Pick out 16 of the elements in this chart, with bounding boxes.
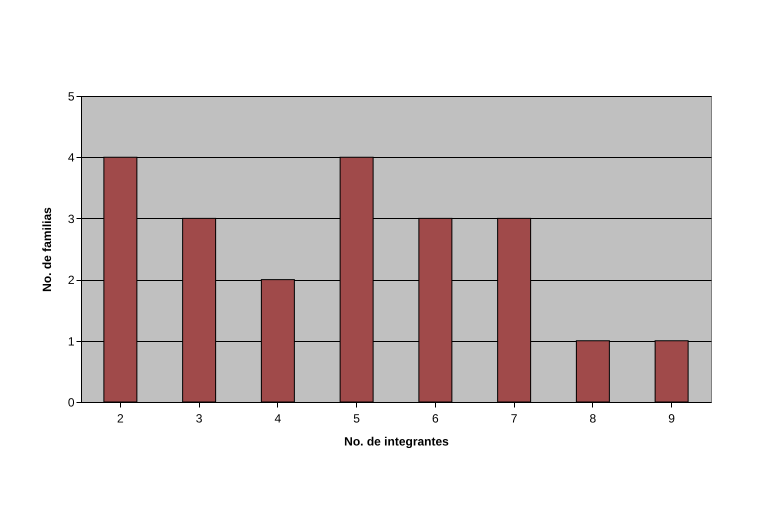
- y-tick-label: 5: [68, 90, 75, 104]
- x-tick-label: 2: [117, 412, 124, 426]
- y-tick-label: 3: [68, 212, 75, 226]
- x-tick-label: 6: [432, 412, 440, 426]
- y-tick-label: 2: [68, 273, 75, 288]
- x-tick-label: 8: [590, 412, 597, 426]
- y-axis-title: No. de familias: [40, 206, 54, 292]
- y-tick-label: 0: [68, 396, 75, 410]
- x-tick-label: 4: [274, 412, 282, 426]
- x-tick-label: 7: [510, 412, 518, 426]
- y-tick-label: 1: [68, 334, 75, 348]
- x-tick-label: 9: [668, 412, 676, 426]
- y-tick-label: 4: [68, 150, 75, 165]
- x-tick-label: 5: [353, 412, 360, 426]
- x-axis-title: No. de integrantes: [344, 434, 450, 448]
- x-tick-label: 3: [196, 412, 203, 426]
